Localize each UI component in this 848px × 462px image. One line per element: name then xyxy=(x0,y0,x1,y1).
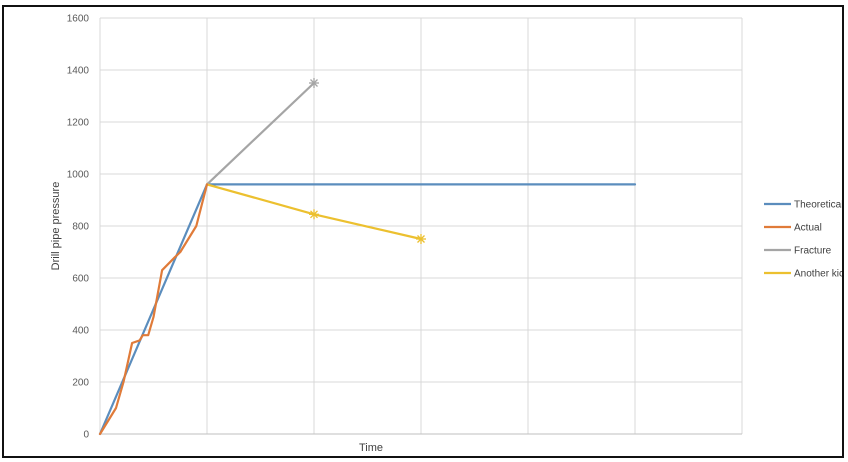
y-tick-label: 1000 xyxy=(67,170,90,181)
legend-label: Fracture xyxy=(794,246,832,257)
series-line-fracture xyxy=(205,81,316,186)
y-tick-label: 200 xyxy=(72,378,89,389)
x-axis-title: Time xyxy=(359,442,383,454)
star-marker xyxy=(416,234,426,244)
legend-label: Another kick xyxy=(794,269,844,280)
series-line-theoretical xyxy=(98,183,637,436)
y-tick-label: 1600 xyxy=(67,14,90,25)
star-marker xyxy=(309,78,319,88)
star-marker xyxy=(309,209,319,220)
legend-label: Actual xyxy=(794,223,822,234)
y-tick-label: 1400 xyxy=(67,66,90,77)
y-axis-title: Drill pipe pressure xyxy=(50,182,62,271)
legend: Theoretical Actual Fracture Another kick xyxy=(764,200,844,280)
line-chart: 0 200 400 600 800 1000 1200 1400 1600 Theoretica… xyxy=(50,14,844,455)
y-tick-label: 600 xyxy=(72,274,89,285)
y-tick-label: 800 xyxy=(72,222,89,233)
series-lines xyxy=(98,78,637,436)
y-tick-label: 1200 xyxy=(67,118,90,129)
chart-frame: 0 200 400 600 800 1000 1200 1400 1600 Theoretica… xyxy=(2,5,844,458)
y-tick-label: 0 xyxy=(83,430,89,441)
series-line-actual xyxy=(98,183,209,436)
y-tick-labels: 0 200 400 600 800 1000 1200 1400 1600 xyxy=(67,14,90,441)
legend-label: Theoretical xyxy=(794,200,843,211)
y-tick-label: 400 xyxy=(72,326,89,337)
